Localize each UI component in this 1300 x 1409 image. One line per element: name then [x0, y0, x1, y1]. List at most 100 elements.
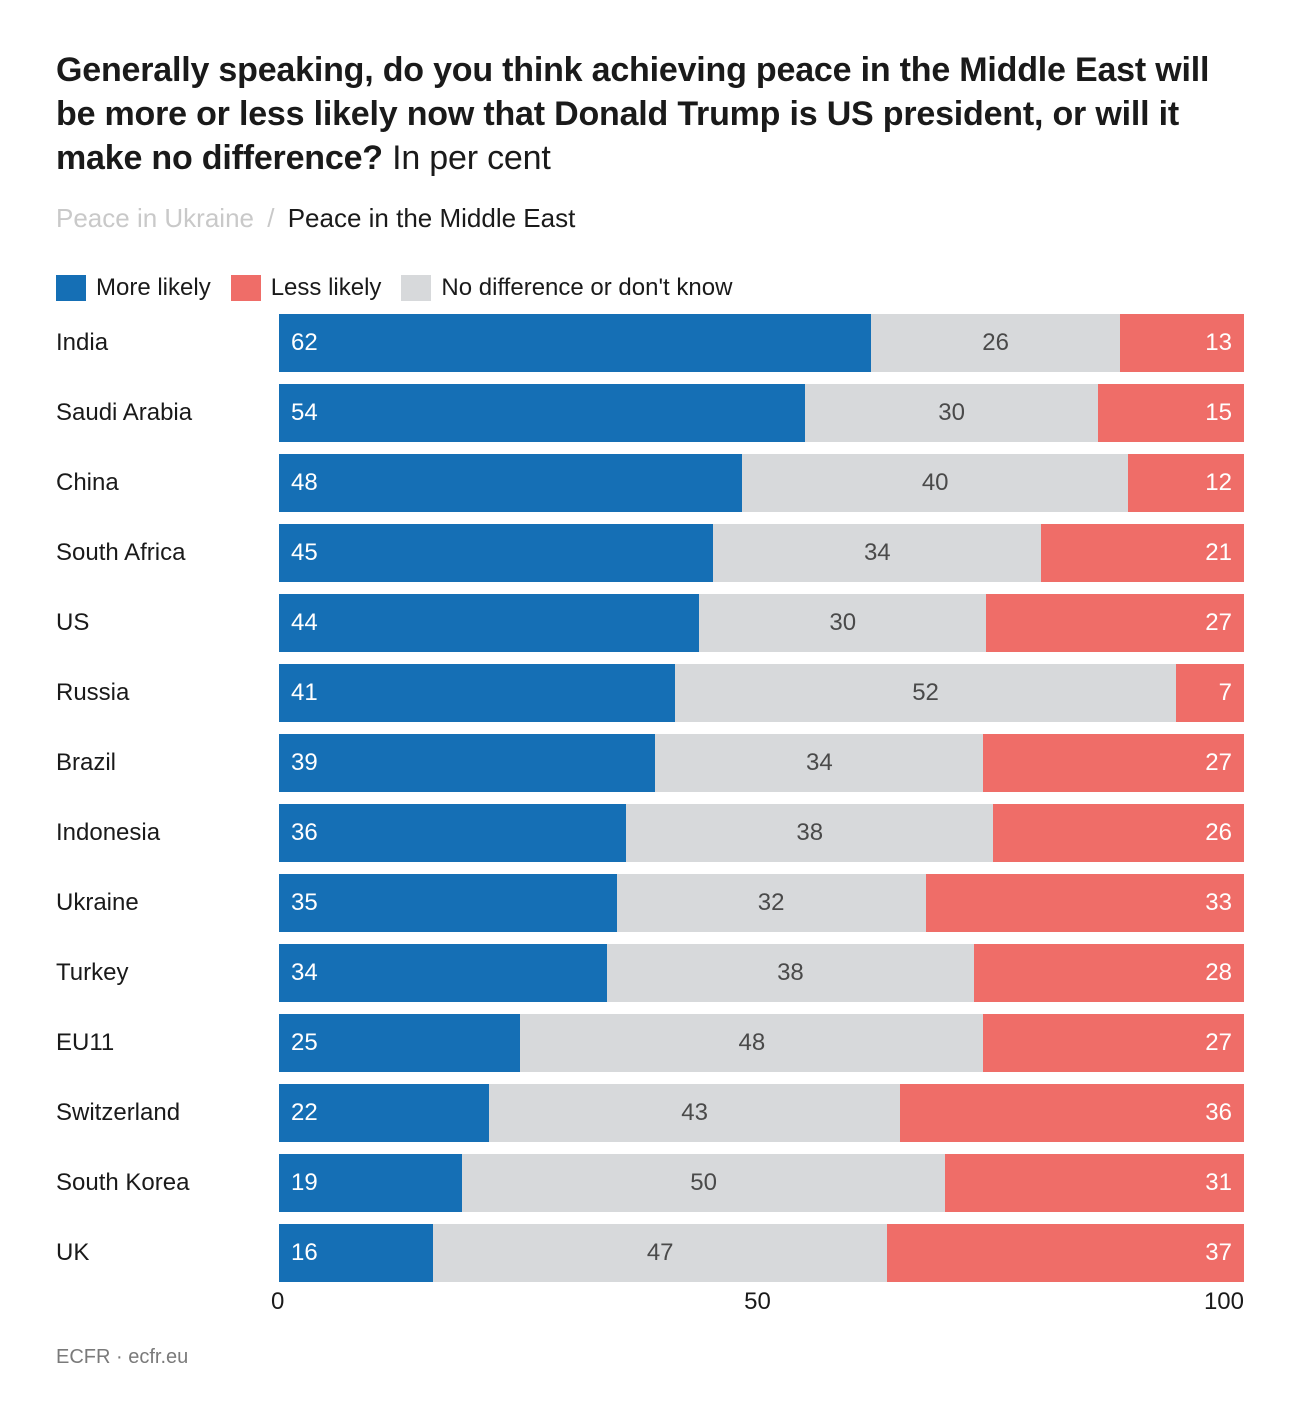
row-label: India: [56, 329, 279, 357]
table-row: Ukraine353233: [56, 874, 1244, 932]
bar-segment-no-difference: 34: [655, 734, 983, 792]
tab-separator: /: [261, 203, 280, 233]
bar-segment-more-likely: 22: [279, 1084, 489, 1142]
table-row: Indonesia363826: [56, 804, 1244, 862]
bar-segment-more-likely: 19: [279, 1154, 462, 1212]
stacked-bar: 164737: [279, 1224, 1244, 1282]
bar-segment-no-difference: 30: [805, 384, 1097, 442]
row-label: Switzerland: [56, 1099, 279, 1127]
table-row: Turkey343828: [56, 944, 1244, 1002]
bar-segment-more-likely: 39: [279, 734, 655, 792]
stacked-bar: 443027: [279, 594, 1244, 652]
stacked-bar: 543015: [279, 384, 1244, 442]
bar-segment-no-difference: 52: [675, 664, 1177, 722]
row-label: Russia: [56, 679, 279, 707]
stacked-bar-chart: India622613Saudi Arabia543015China484012…: [56, 314, 1244, 1282]
bar-segment-more-likely: 45: [279, 524, 713, 582]
bar-segment-less-likely: 26: [993, 804, 1244, 862]
legend-item-less-likely: Less likely: [231, 274, 382, 302]
row-label: EU11: [56, 1029, 279, 1057]
stacked-bar: 41527: [279, 664, 1244, 722]
bar-segment-more-likely: 34: [279, 944, 607, 1002]
bar-area: 224336: [279, 1084, 1244, 1142]
bar-segment-less-likely: 15: [1098, 384, 1244, 442]
stacked-bar: 453421: [279, 524, 1244, 582]
bar-segment-less-likely: 13: [1120, 314, 1244, 372]
legend-label-more: More likely: [96, 274, 211, 302]
legend-swatch-neutral: [401, 275, 431, 301]
stacked-bar: 393427: [279, 734, 1244, 792]
chart-tabs: Peace in Ukraine / Peace in the Middle E…: [56, 203, 1244, 234]
bar-segment-less-likely: 7: [1176, 664, 1244, 722]
bar-segment-less-likely: 36: [900, 1084, 1244, 1142]
chart-legend: More likely Less likely No difference or…: [56, 274, 1244, 302]
bar-segment-no-difference: 30: [699, 594, 986, 652]
bar-segment-no-difference: 48: [520, 1014, 983, 1072]
legend-label-neutral: No difference or don't know: [441, 274, 732, 302]
legend-item-more-likely: More likely: [56, 274, 211, 302]
bar-segment-no-difference: 50: [462, 1154, 945, 1212]
tab-peace-ukraine[interactable]: Peace in Ukraine: [56, 203, 254, 233]
bar-segment-more-likely: 35: [279, 874, 617, 932]
bar-area: 453421: [279, 524, 1244, 582]
bar-segment-more-likely: 16: [279, 1224, 433, 1282]
row-label: UK: [56, 1239, 279, 1267]
table-row: South Africa453421: [56, 524, 1244, 582]
legend-swatch-more: [56, 275, 86, 301]
chart-source: ECFR · ecfr.eu: [56, 1346, 1244, 1369]
table-row: EU11254827: [56, 1014, 1244, 1072]
bar-segment-more-likely: 62: [279, 314, 871, 372]
bar-area: 443027: [279, 594, 1244, 652]
legend-item-no-difference: No difference or don't know: [401, 274, 732, 302]
bar-area: 164737: [279, 1224, 1244, 1282]
bar-area: 195031: [279, 1154, 1244, 1212]
bar-segment-less-likely: 27: [983, 1014, 1244, 1072]
bar-segment-no-difference: 47: [433, 1224, 887, 1282]
stacked-bar: 353233: [279, 874, 1244, 932]
stacked-bar: 343828: [279, 944, 1244, 1002]
table-row: Russia41527: [56, 664, 1244, 722]
row-label: China: [56, 469, 279, 497]
row-label: Brazil: [56, 749, 279, 777]
stacked-bar: 622613: [279, 314, 1244, 372]
bar-segment-no-difference: 40: [742, 454, 1128, 512]
bar-segment-more-likely: 36: [279, 804, 626, 862]
bar-segment-less-likely: 31: [945, 1154, 1244, 1212]
bar-segment-less-likely: 33: [926, 874, 1244, 932]
stacked-bar: 195031: [279, 1154, 1244, 1212]
bar-area: 254827: [279, 1014, 1244, 1072]
x-axis-tick: 100: [1204, 1288, 1244, 1316]
bar-segment-no-difference: 34: [713, 524, 1041, 582]
bar-segment-no-difference: 38: [607, 944, 974, 1002]
bar-segment-more-likely: 25: [279, 1014, 520, 1072]
table-row: Brazil393427: [56, 734, 1244, 792]
chart-title: Generally speaking, do you think achievi…: [56, 48, 1244, 181]
bar-area: 543015: [279, 384, 1244, 442]
bar-segment-less-likely: 28: [974, 944, 1244, 1002]
x-axis: 050100: [271, 1282, 1244, 1318]
chart-card: Generally speaking, do you think achievi…: [0, 0, 1300, 1409]
bar-segment-more-likely: 54: [279, 384, 805, 442]
table-row: Saudi Arabia543015: [56, 384, 1244, 442]
bar-area: 363826: [279, 804, 1244, 862]
bar-area: 343828: [279, 944, 1244, 1002]
chart-title-suffix: In per cent: [383, 139, 551, 177]
bar-segment-no-difference: 38: [626, 804, 993, 862]
row-label: Turkey: [56, 959, 279, 987]
row-label: US: [56, 609, 279, 637]
table-row: China484012: [56, 454, 1244, 512]
stacked-bar: 254827: [279, 1014, 1244, 1072]
bar-segment-more-likely: 48: [279, 454, 742, 512]
row-label: Indonesia: [56, 819, 279, 847]
bar-segment-less-likely: 12: [1128, 454, 1244, 512]
bar-segment-more-likely: 41: [279, 664, 675, 722]
tab-peace-middle-east[interactable]: Peace in the Middle East: [288, 203, 576, 233]
x-axis-row: 050100: [56, 1282, 1244, 1318]
table-row: Switzerland224336: [56, 1084, 1244, 1142]
x-axis-tick: 50: [744, 1288, 771, 1316]
bar-segment-more-likely: 44: [279, 594, 699, 652]
bar-segment-no-difference: 26: [871, 314, 1119, 372]
bar-area: 41527: [279, 664, 1244, 722]
stacked-bar: 363826: [279, 804, 1244, 862]
bar-area: 622613: [279, 314, 1244, 372]
